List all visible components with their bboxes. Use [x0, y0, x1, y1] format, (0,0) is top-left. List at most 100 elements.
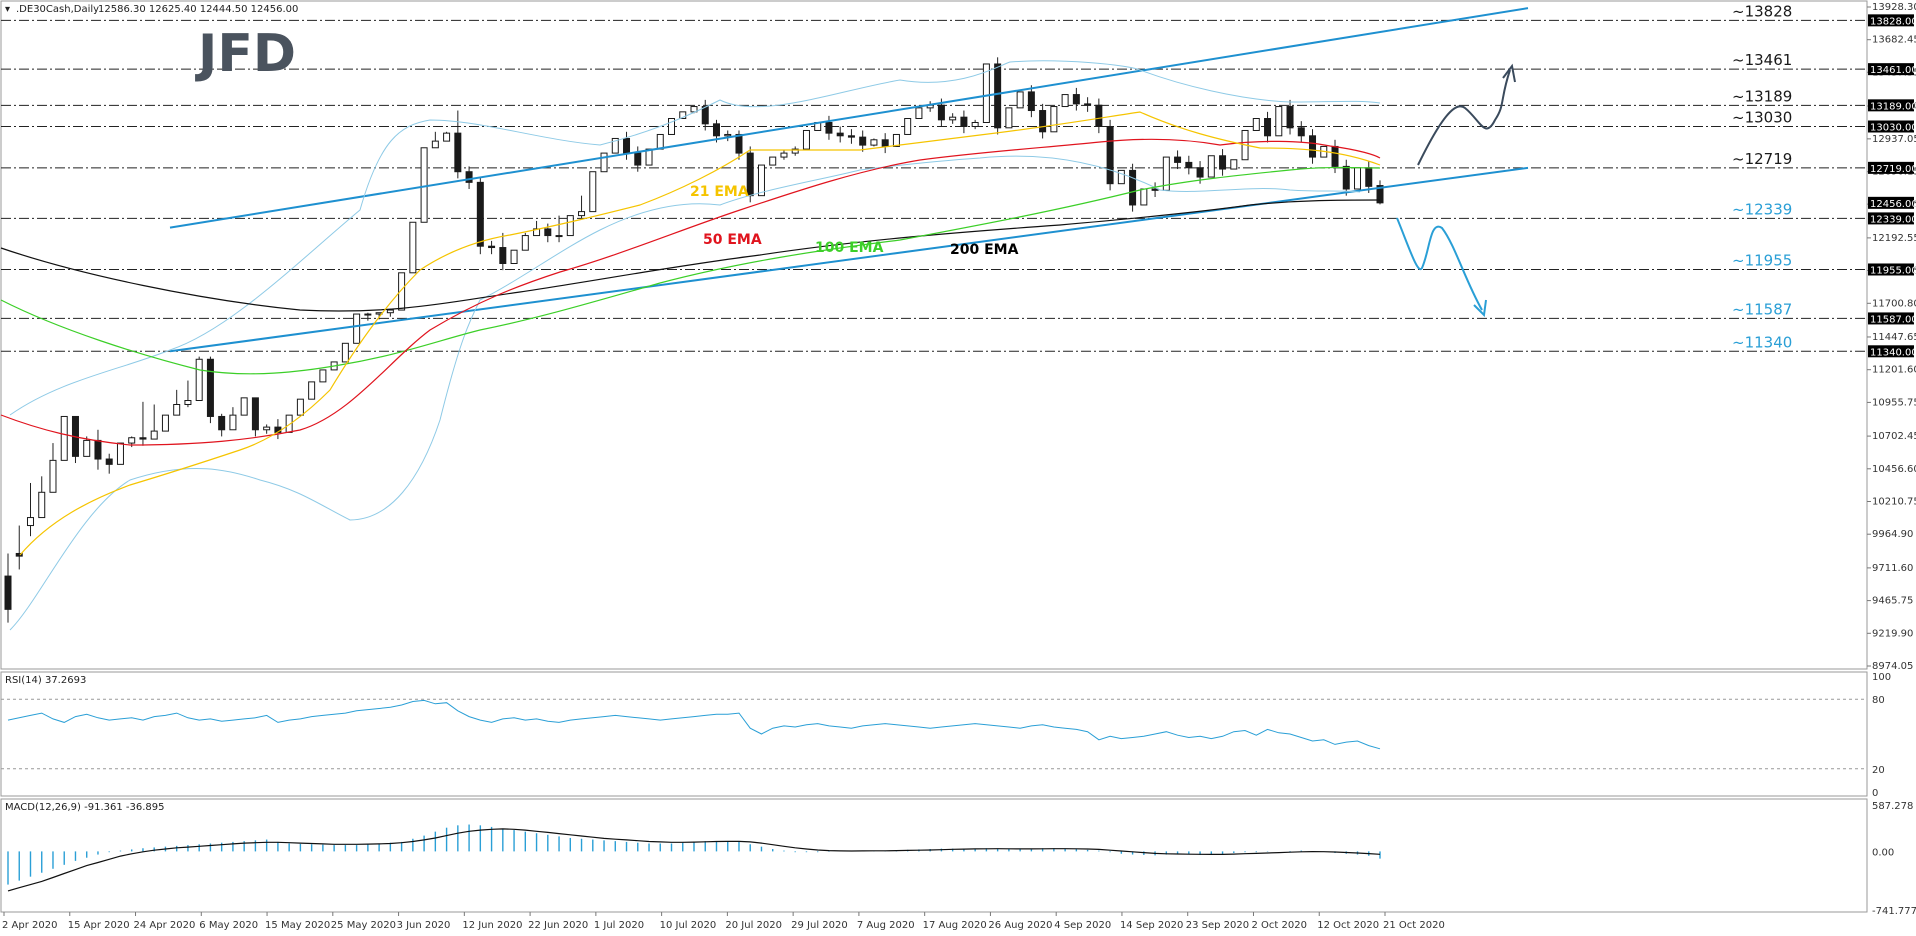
- level-annotation: ~12339: [1732, 200, 1792, 218]
- candle-body: [1207, 155, 1215, 178]
- bollinger-upper: [9, 60, 1381, 416]
- candle-body: [251, 397, 259, 431]
- candle-body: [409, 221, 417, 274]
- candle-body: [1365, 167, 1373, 187]
- candle-body: [1106, 125, 1114, 185]
- x-tick-label: 6 May 2020: [199, 920, 258, 931]
- ema-50-curve: [0, 138, 1381, 446]
- candle-body: [184, 400, 192, 405]
- candle-body: [712, 123, 720, 137]
- candle-body: [870, 139, 878, 146]
- x-tick-label: 26 Aug 2020: [988, 920, 1052, 931]
- candle-body: [26, 517, 34, 527]
- candle-body: [1219, 155, 1227, 170]
- trend-channel-lower: [169, 166, 1529, 353]
- y-tick-label: 12937.05: [1872, 134, 1916, 145]
- candle-body: [420, 147, 428, 223]
- level-axis-tag: [1868, 14, 1914, 27]
- y-tick-label: 9219.90: [1872, 628, 1913, 639]
- candle-body: [4, 575, 12, 610]
- macd-tick-label: 587.278: [1872, 801, 1913, 812]
- level-axis-label: 13030.00: [1870, 122, 1916, 133]
- candle-body: [1140, 188, 1148, 206]
- macd-signal-line: [7, 828, 1381, 892]
- x-tick-label: 12 Oct 2020: [1317, 920, 1379, 931]
- current-price-tag: [1868, 196, 1914, 209]
- candle-body: [881, 139, 889, 147]
- macd-tick-label: 0.00: [1872, 847, 1894, 858]
- rsi-tick-label: 80: [1872, 695, 1885, 706]
- candle-body: [1084, 103, 1092, 106]
- x-tick-label: 1 Jul 2020: [594, 920, 644, 931]
- candle-body: [465, 171, 473, 183]
- level-annotation: ~13461: [1732, 51, 1792, 69]
- candle-body: [971, 121, 979, 127]
- candle-body: [60, 415, 68, 461]
- candle-body: [150, 430, 158, 440]
- y-tick-label: 13928.30: [1872, 2, 1916, 13]
- candle-body: [1297, 127, 1305, 137]
- y-tick-label: 10702.45: [1872, 431, 1916, 442]
- candle-body: [589, 171, 597, 213]
- candle-body: [1309, 135, 1317, 158]
- x-tick-label: 7 Aug 2020: [857, 920, 915, 931]
- candle-body: [780, 152, 788, 158]
- candle-body: [1005, 107, 1013, 129]
- candle-body: [1016, 91, 1024, 109]
- bollinger-lower: [9, 155, 1361, 631]
- y-tick-label: 10210.75: [1872, 496, 1916, 507]
- candle-body: [915, 107, 923, 120]
- rsi-title: RSI(14) 37.2693: [5, 675, 86, 686]
- candle-body: [735, 133, 743, 154]
- candle-body: [139, 437, 147, 440]
- candle-body: [724, 133, 732, 137]
- candle-body: [634, 152, 642, 166]
- candle-body: [1072, 94, 1080, 105]
- level-annotation: ~12719: [1732, 150, 1792, 168]
- y-tick-label: 9964.90: [1872, 529, 1913, 540]
- chart-symbol: .DE30Cash,Daily: [16, 4, 99, 15]
- rsi-tick-label: 20: [1872, 765, 1885, 776]
- candle-body: [499, 247, 507, 264]
- level-axis-label: 11587.00: [1870, 314, 1916, 325]
- level-axis-tag: [1868, 312, 1914, 325]
- level-axis-label: 13461.00: [1870, 65, 1916, 76]
- svg-text:JFD: JFD: [195, 24, 296, 84]
- level-annotation: ~11955: [1732, 251, 1792, 269]
- x-tick-label: 2 Apr 2020: [2, 920, 57, 931]
- candle-body: [308, 381, 316, 400]
- candle-body: [364, 313, 372, 316]
- candle-body: [1252, 118, 1260, 131]
- candle-body: [949, 116, 957, 121]
- symbol-dropdown-icon[interactable]: ▾: [5, 4, 10, 15]
- y-tick-label: 12192.55: [1872, 233, 1916, 244]
- x-tick-label: 15 Apr 2020: [68, 920, 130, 931]
- candle-body: [757, 164, 765, 197]
- level-axis-label: 13828.00: [1870, 16, 1916, 27]
- x-tick-label: 10 Jul 2020: [660, 920, 717, 931]
- candle-body: [1331, 145, 1339, 167]
- candle-body: [1342, 165, 1350, 190]
- candle-body: [1286, 106, 1294, 129]
- candle-body: [206, 358, 214, 417]
- candle-body: [218, 415, 226, 431]
- level-axis-tag: [1868, 212, 1914, 225]
- rsi-line: [7, 699, 1381, 750]
- level-annotation: ~13189: [1732, 87, 1792, 105]
- candle-body: [353, 313, 361, 344]
- bullish-scenario-arrow: [1417, 63, 1516, 166]
- candle-body: [611, 137, 619, 154]
- candle-body: [263, 426, 271, 431]
- x-tick-label: 3 Jun 2020: [397, 920, 451, 931]
- candle-body: [488, 245, 496, 249]
- level-axis-label: 12339.00: [1870, 214, 1916, 225]
- y-tick-label: 11700.80: [1872, 298, 1916, 309]
- candle-body: [398, 272, 406, 311]
- candle-body: [1151, 188, 1159, 191]
- x-tick-label: 15 May 2020: [265, 920, 330, 931]
- candle-body: [296, 398, 304, 416]
- level-axis-tag: [1868, 99, 1914, 112]
- ema-100-curve: [0, 166, 1381, 375]
- candle-body: [15, 552, 23, 557]
- jfd-logo: JFD: [195, 24, 296, 84]
